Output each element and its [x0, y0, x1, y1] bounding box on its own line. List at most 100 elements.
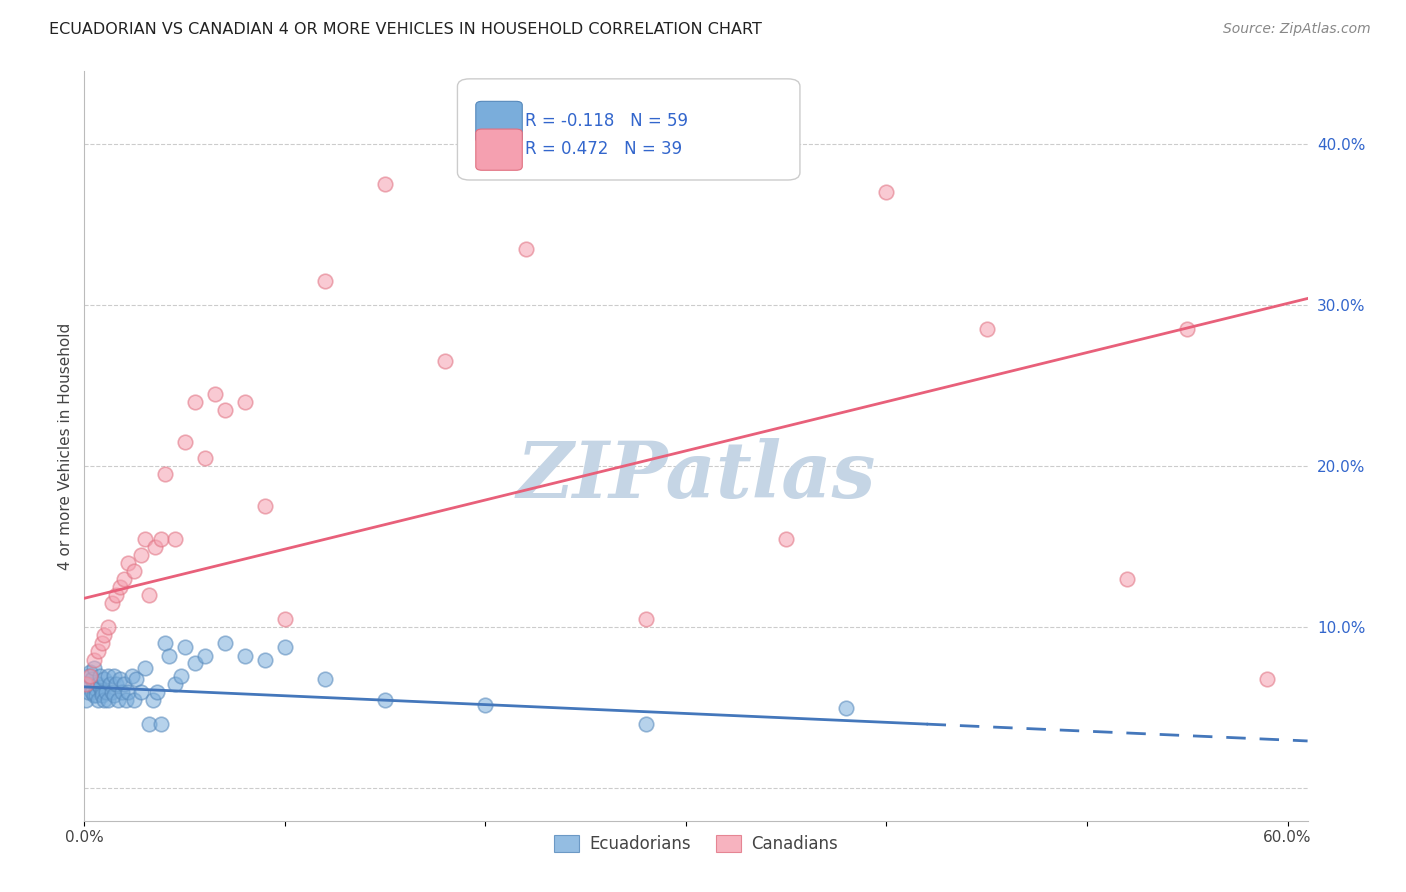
Point — [835, 701, 858, 715]
Point — [103, 668, 125, 682]
Point — [775, 532, 797, 546]
Point — [163, 532, 186, 546]
Point — [124, 564, 146, 578]
Point — [93, 672, 115, 686]
Point — [96, 684, 118, 698]
Point — [105, 588, 128, 602]
Point — [157, 649, 180, 664]
Point — [173, 640, 195, 654]
Point — [204, 386, 226, 401]
Point — [114, 572, 136, 586]
Point — [117, 556, 139, 570]
Point — [141, 693, 163, 707]
Point — [111, 684, 134, 698]
Point — [75, 676, 97, 690]
Point — [143, 540, 166, 554]
Point — [134, 532, 156, 546]
Point — [110, 580, 132, 594]
Point — [214, 636, 236, 650]
Point — [138, 717, 160, 731]
Point — [1256, 672, 1278, 686]
Point — [86, 681, 108, 696]
Point — [374, 693, 396, 707]
Point — [253, 500, 276, 514]
Point — [474, 698, 496, 712]
Point — [274, 640, 297, 654]
Point — [634, 612, 657, 626]
Legend: Ecuadorians, Canadians: Ecuadorians, Canadians — [546, 826, 846, 861]
Text: R = -0.118   N = 59: R = -0.118 N = 59 — [524, 112, 688, 130]
FancyBboxPatch shape — [475, 129, 522, 170]
Point — [233, 394, 256, 409]
Point — [515, 242, 537, 256]
Point — [129, 684, 152, 698]
Point — [214, 402, 236, 417]
Point — [115, 693, 138, 707]
Point — [91, 688, 114, 702]
Point — [153, 467, 176, 482]
Point — [77, 668, 100, 682]
Point — [169, 668, 191, 682]
Point — [97, 693, 120, 707]
Point — [77, 684, 100, 698]
Text: R = 0.472   N = 39: R = 0.472 N = 39 — [524, 139, 682, 158]
Point — [103, 688, 125, 702]
Point — [183, 394, 205, 409]
Point — [149, 717, 172, 731]
Point — [875, 185, 897, 199]
Point — [86, 688, 108, 702]
FancyBboxPatch shape — [457, 78, 800, 180]
Point — [434, 354, 457, 368]
Point — [173, 434, 195, 449]
Point — [125, 672, 148, 686]
Point — [114, 676, 136, 690]
Point — [89, 680, 111, 694]
Point — [110, 672, 132, 686]
Point — [253, 652, 276, 666]
Point — [1116, 572, 1139, 586]
Point — [100, 676, 122, 690]
Point — [233, 649, 256, 664]
Point — [129, 548, 152, 562]
Point — [83, 660, 105, 674]
Point — [91, 636, 114, 650]
Point — [105, 676, 128, 690]
Point — [153, 636, 176, 650]
Point — [124, 693, 146, 707]
Point — [117, 684, 139, 698]
Point — [89, 668, 111, 682]
Point — [101, 596, 124, 610]
Point — [145, 684, 167, 698]
Point — [82, 672, 104, 686]
Point — [97, 668, 120, 682]
Point — [374, 177, 396, 191]
Point — [314, 672, 336, 686]
Point — [314, 274, 336, 288]
Point — [274, 612, 297, 626]
Point — [634, 717, 657, 731]
Point — [82, 684, 104, 698]
Point — [87, 644, 110, 658]
Point — [976, 322, 998, 336]
Point — [93, 628, 115, 642]
Point — [75, 693, 97, 707]
Point — [183, 656, 205, 670]
Y-axis label: 4 or more Vehicles in Household: 4 or more Vehicles in Household — [58, 322, 73, 570]
Point — [87, 676, 110, 690]
Point — [1175, 322, 1198, 336]
Point — [79, 665, 101, 680]
Point — [79, 676, 101, 690]
Point — [101, 684, 124, 698]
Point — [83, 652, 105, 666]
Text: ECUADORIAN VS CANADIAN 4 OR MORE VEHICLES IN HOUSEHOLD CORRELATION CHART: ECUADORIAN VS CANADIAN 4 OR MORE VEHICLE… — [49, 22, 762, 37]
Text: Source: ZipAtlas.com: Source: ZipAtlas.com — [1223, 22, 1371, 37]
Point — [149, 532, 172, 546]
FancyBboxPatch shape — [475, 102, 522, 143]
Point — [75, 676, 97, 690]
Text: ZIPatlas: ZIPatlas — [516, 438, 876, 514]
Point — [97, 620, 120, 634]
Point — [194, 451, 217, 466]
Point — [121, 668, 143, 682]
Point — [194, 649, 217, 664]
Point — [163, 676, 186, 690]
